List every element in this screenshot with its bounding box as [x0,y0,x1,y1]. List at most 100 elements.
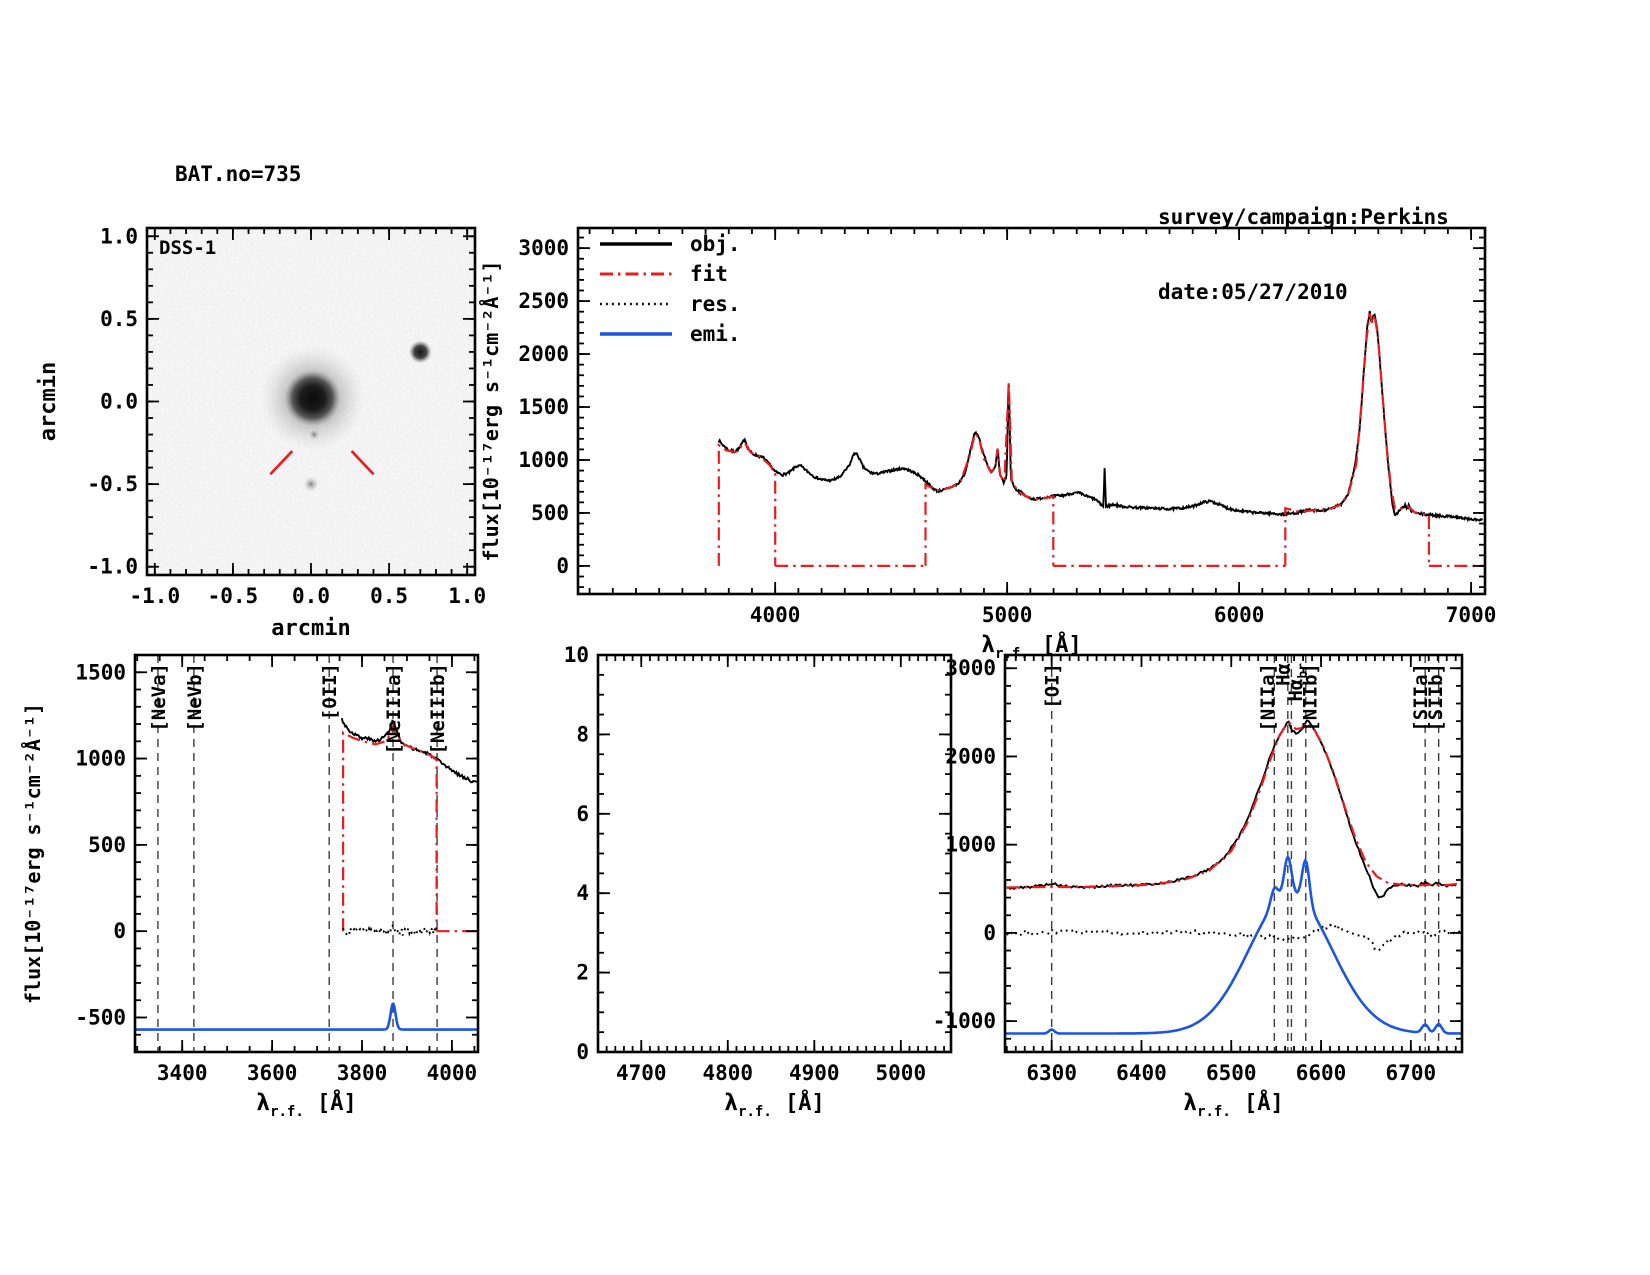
svg-text:[NeIIIb]: [NeIIIb] [427,663,449,755]
svg-text:3400: 3400 [157,1061,208,1085]
svg-text:4000: 4000 [427,1061,478,1085]
companion-star [408,340,432,364]
galaxy-core [284,370,341,427]
svg-text:5000: 5000 [982,603,1033,627]
svg-text:1.0: 1.0 [448,584,486,608]
z3-emi-series [1005,854,1462,1035]
svg-text:4000: 4000 [750,603,801,627]
legend-label: res. [690,292,741,316]
svg-text:6400: 6400 [1116,1061,1167,1085]
svg-text:5000: 5000 [876,1061,927,1085]
z3-obj-series [1006,719,1457,899]
svg-text:0: 0 [113,919,126,943]
observation-date: date:05/27/2010 [1158,280,1348,304]
svg-text:500: 500 [531,501,569,525]
svg-text:[NeVa]: [NeVa] [148,663,170,732]
svg-text:500: 500 [88,833,126,857]
svg-text:0.0: 0.0 [100,390,138,414]
full-tick-labels: 4000 5000 6000 7000 0 500 1000 1500 2000 2500 3000 [518,236,1496,627]
svg-text:[OI]: [OI] [1042,663,1064,709]
zoom-neiii-panel: 3400 3600 3800 4000 -500 0 500 1000 1500 λr.f. [Å… [21,653,480,1120]
dss-ticks [147,228,475,575]
survey-campaign: survey/campaign:Perkins [1158,205,1449,229]
faint-source [303,476,319,492]
svg-text:-1.0: -1.0 [130,584,181,608]
dss-ylabel: arcmin [36,362,61,441]
svg-text:1000: 1000 [518,448,569,472]
svg-text:[NeVb]: [NeVb] [184,663,206,732]
z1-ticks [135,654,478,1053]
z1-series [135,717,478,1031]
z3-series [1005,719,1462,1035]
z3-tick-labels: 6300 6400 6500 6600 6700 -1000 0 1000 2000 3000 [933,656,1436,1085]
z1-tick-labels: 3400 3600 3800 4000 -500 0 500 1000 1500 [75,660,477,1085]
faint-source [309,429,320,440]
svg-text:-0.5: -0.5 [208,584,259,608]
full-spectrum-panel: 4000 5000 6000 7000 0 500 1000 1500 2000 2500 3000… [479,226,1496,662]
svg-text:[SIIa]: [SIIa] [1410,663,1432,732]
z3-ticks [1005,655,1462,1052]
z1-xlabel: λr.f. [Å] [256,1090,357,1120]
svg-text:2: 2 [576,961,589,985]
z1-fit-series [342,723,438,932]
svg-text:[NeIIIa]: [NeIIIa] [383,663,405,755]
z2-frame [596,653,953,1054]
svg-text:1500: 1500 [75,660,126,684]
svg-text:1000: 1000 [945,833,996,857]
zoom-halpha-panel: 6300 6400 6500 6600 6700 -1000 0 1000 2000 3000 λr… [933,653,1464,1120]
full-frame [576,226,1487,596]
svg-text:3800: 3800 [337,1061,388,1085]
svg-text:2500: 2500 [518,289,569,313]
svg-text:4700: 4700 [616,1061,667,1085]
z1-res-series [342,924,438,939]
svg-text:6500: 6500 [1206,1061,1257,1085]
dss-tick-labels: -1.0 -0.5 0.0 0.5 1.0 -1.0 -0.5 0.0 0.5 1.0 [87,224,486,608]
z1-frame [133,653,480,1054]
full-series [717,310,1485,567]
zoom-hbeta-panel: 4700 4800 4900 5000 0 2 4 6 8 10 λr.f. [Å] [564,643,953,1120]
legend-label: obj. [690,232,741,256]
svg-text:3000: 3000 [518,236,569,260]
svg-text:10: 10 [564,643,589,667]
z1-emi-series [135,1002,478,1031]
svg-text:0: 0 [576,1040,589,1064]
z3-fit-series [1006,721,1462,889]
z2-ticks [597,654,951,1053]
z2-tick-labels: 4700 4800 4900 5000 0 2 4 6 8 10 [564,643,926,1085]
legend-label: emi. [690,322,741,346]
full-fit-series [717,441,777,566]
z2-xlabel: λr.f. [Å] [724,1090,825,1120]
svg-text:Hαbr: Hαbr [1285,663,1311,702]
dss-image [147,228,475,575]
dss-image-panel: DSS-1 -1.0 -0.5 0.0 0.5 1.0 -1.0 -0.5 0.0 0.5 1.0 a… [36,224,486,641]
target-marker [350,450,375,476]
svg-text:0: 0 [556,554,569,578]
full-fit-series [1284,313,1430,566]
legend: obj. fit res. emi. [600,232,741,346]
full-ticks [578,228,1485,594]
dss-xlabel: arcmin [271,616,350,641]
full-obj-series [717,310,1484,523]
target-marker [269,450,294,476]
z1-ylabel: flux[10⁻¹⁷erg s⁻¹cm⁻²Å⁻¹] [21,703,45,1004]
svg-text:6: 6 [576,802,589,826]
svg-text:2000: 2000 [945,744,996,768]
z3-frame [1003,653,1464,1054]
svg-text:[OII]: [OII] [319,663,341,720]
svg-text:0.5: 0.5 [370,584,408,608]
svg-text:8: 8 [576,722,589,746]
svg-text:[NIIa]: [NIIa] [1257,663,1279,732]
z1-obj-series [340,717,478,784]
svg-text:7000: 7000 [1446,603,1497,627]
svg-text:3000: 3000 [945,656,996,680]
full-ylabel: flux[10⁻¹⁷erg s⁻¹cm⁻²Å⁻¹] [479,260,503,561]
svg-text:6700: 6700 [1386,1061,1437,1085]
svg-text:-0.5: -0.5 [87,472,138,496]
svg-text:6000: 6000 [1214,603,1265,627]
survey-info: survey/campaign:Perkins date:05/27/2010 [1158,155,1449,330]
svg-text:4800: 4800 [702,1061,753,1085]
svg-text:Hα: Hα [1272,663,1294,686]
svg-text:1000: 1000 [75,747,126,771]
svg-text:1500: 1500 [518,395,569,419]
